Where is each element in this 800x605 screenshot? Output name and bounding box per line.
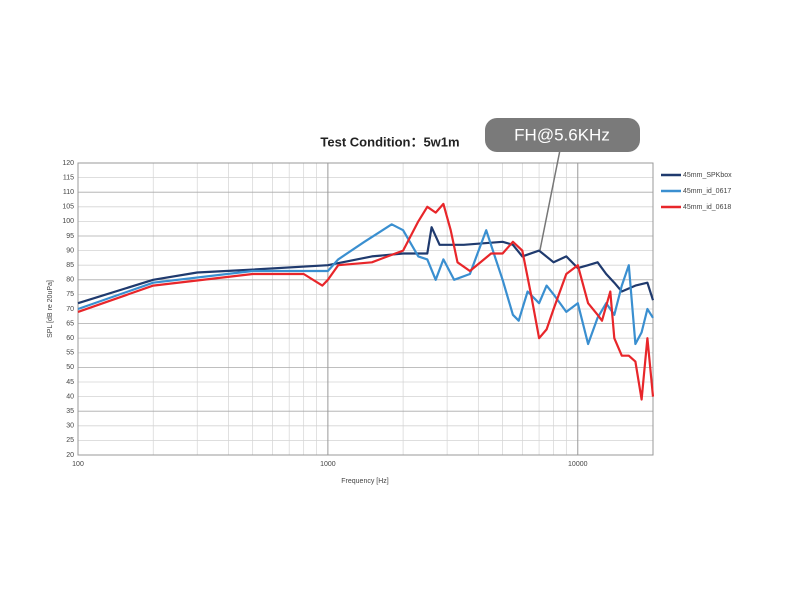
annotation-box [485,118,640,152]
x-tick-label: 100 [72,461,84,468]
y-axis-label: SPL [dB re 20uPa] [47,280,54,338]
legend-label: 45mm_id_0618 [683,204,731,211]
y-tick-label: 90 [66,247,74,254]
series-line [77,202,655,401]
legend-label: 45mm_id_0617 [683,188,731,195]
annotation: FH@5.6KHz [485,118,640,251]
x-axis-label: Frequency [Hz] [341,478,389,485]
y-tick-label: 70 [66,306,74,313]
y-tick-label: 40 [66,393,74,400]
y-tick-label: 120 [62,160,74,167]
y-tick-label: 30 [66,423,74,430]
y-tick-label: 85 [66,262,74,269]
y-tick-label: 35 [66,408,74,415]
y-tick-label: 65 [66,320,74,327]
y-tick-label: 60 [66,335,74,342]
y-tick-label: 55 [66,350,74,357]
y-tick-label: 115 [63,174,74,181]
y-tick-label: 75 [66,291,74,298]
y-tick-label: 25 [66,437,74,444]
y-tick-label: 105 [62,204,74,211]
x-tick-label: 1000 [320,461,336,468]
y-tick-label: 110 [63,189,74,196]
legend-label: 45mm_SPKbox [683,172,732,179]
y-tick-label: 45 [66,379,74,386]
series-line [77,223,654,346]
y-tick-label: 20 [66,452,74,459]
y-tick-label: 50 [66,364,74,371]
y-tick-label: 95 [66,233,74,240]
chart-title: Test Condition：5w1m [320,134,459,149]
y-tick-label: 80 [66,277,74,284]
annotation-pointer [539,149,561,251]
plot-area [77,162,654,456]
y-tick-label: 100 [62,218,74,225]
x-tick-label: 10000 [568,461,588,468]
annotation-text: FH@5.6KHz [514,125,610,144]
